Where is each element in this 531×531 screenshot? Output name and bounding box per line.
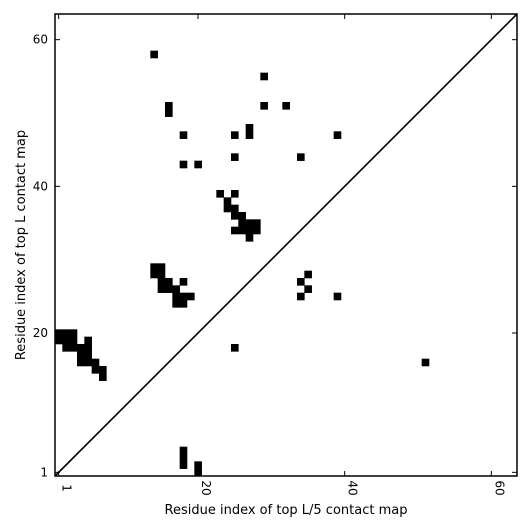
y-tick-label: 1 [40, 465, 48, 479]
contact-cell [77, 358, 85, 367]
contact-cell [165, 285, 173, 293]
contact-cell [231, 212, 239, 220]
x-tick-label: 40 [346, 480, 360, 495]
contact-cell [216, 190, 224, 198]
contact-cell [297, 153, 305, 161]
contact-cell [231, 204, 239, 213]
contact-cell [231, 131, 239, 139]
contact-cell [179, 131, 188, 139]
y-axis-label: Residue index of top L contact map [14, 130, 29, 360]
y-tick-label: 40 [33, 179, 48, 193]
contact-cell [421, 358, 430, 367]
contact-cell [253, 219, 261, 227]
contact-cell [69, 344, 78, 352]
contact-cell [172, 292, 180, 301]
contact-cell [238, 219, 246, 227]
contact-cell [260, 72, 268, 81]
contact-cells [55, 50, 430, 477]
contact-cell [245, 124, 254, 132]
contact-cell [150, 50, 158, 59]
contact-cell [333, 131, 342, 139]
contact-cell [223, 197, 232, 205]
contact-cell [245, 131, 254, 139]
contact-cell [223, 204, 232, 213]
contact-cell [157, 263, 166, 271]
contact-cell [194, 160, 202, 169]
contact-cell [187, 292, 195, 301]
contact-cell [157, 270, 166, 279]
contact-cell [333, 292, 342, 301]
axis-ticks: 1 20 40 60 1 20 40 60 [33, 14, 517, 496]
contact-cell [91, 358, 100, 367]
contact-cell [69, 329, 78, 337]
contact-cell [231, 153, 239, 161]
contact-cell [150, 263, 158, 271]
contact-cell [304, 270, 312, 279]
x-tick-label: 60 [492, 480, 506, 495]
contact-cell [179, 278, 188, 286]
contact-cell [150, 270, 158, 279]
contact-cell [77, 344, 85, 352]
contact-cell [179, 461, 188, 469]
contact-cell [245, 234, 254, 242]
contact-cell [62, 336, 70, 345]
contact-cell [91, 366, 100, 374]
contact-cell [231, 226, 239, 235]
x-tick-label: 20 [199, 480, 213, 495]
contact-cell [179, 300, 188, 308]
contact-cell [55, 336, 63, 345]
contact-cell [157, 278, 166, 286]
diagonal-line [54, 13, 518, 477]
x-axis-label: Residue index of top L/5 contact map [165, 503, 408, 518]
contact-cell [231, 344, 239, 352]
contact-cell [245, 226, 254, 235]
contact-cell [84, 336, 92, 345]
contact-cell [238, 226, 246, 235]
contact-cell [231, 190, 239, 198]
y-tick-label: 60 [33, 33, 48, 47]
contact-cell [194, 461, 202, 469]
contact-cell [179, 160, 188, 169]
contact-cell [157, 285, 166, 293]
contact-cell [77, 351, 85, 359]
contact-cell [282, 102, 290, 110]
contact-cell [297, 278, 305, 286]
contact-cell [165, 102, 173, 110]
contact-cell [304, 285, 312, 293]
contact-cell [69, 336, 78, 345]
contact-cell [172, 300, 180, 308]
x-tick-label: 1 [60, 484, 74, 492]
contact-cell [179, 454, 188, 462]
contact-cell [297, 292, 305, 301]
contact-cell [260, 102, 268, 110]
contact-cell [179, 446, 188, 455]
contact-cell [62, 344, 70, 352]
contact-cell [84, 358, 92, 367]
contact-cell [62, 329, 70, 337]
contact-cell [179, 292, 188, 301]
contact-cell [99, 366, 107, 374]
contact-cell [165, 278, 173, 286]
contact-cell [84, 344, 92, 352]
contact-cell [99, 373, 107, 381]
plot-frame [54, 13, 518, 477]
contact-cell [253, 226, 261, 235]
contact-cell [238, 212, 246, 220]
contact-cell [165, 109, 173, 117]
contact-cell [172, 285, 180, 293]
contact-cell [84, 351, 92, 359]
y-tick-label: 20 [33, 326, 48, 340]
contact-cell [245, 219, 254, 227]
